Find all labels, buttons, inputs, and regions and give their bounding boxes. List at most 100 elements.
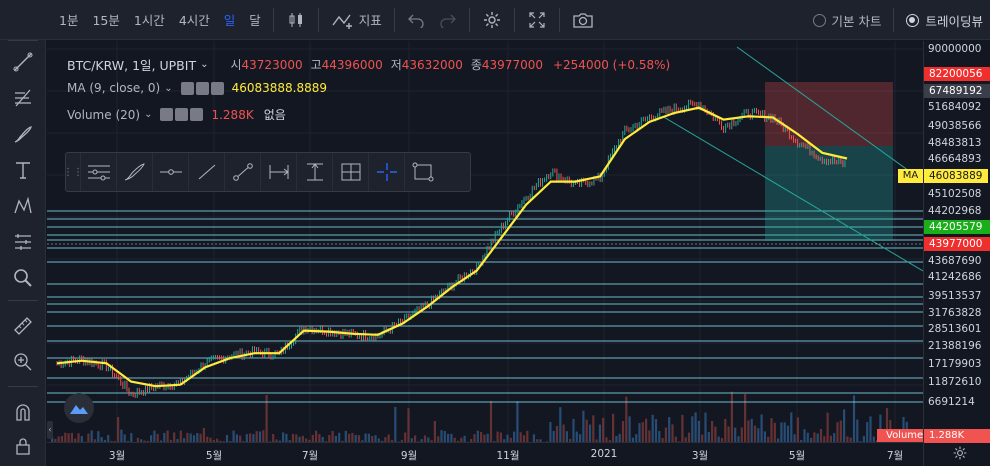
volume-bar [833, 433, 836, 442]
mode-tradingview[interactable]: 트레이딩뷰 [899, 0, 990, 40]
axis-settings-button[interactable] [952, 445, 968, 464]
trend-line-icon[interactable] [7, 46, 39, 78]
price-label: 31763828 [928, 307, 982, 319]
volume-bar [661, 437, 664, 442]
volume-title[interactable]: Volume (20) [67, 107, 141, 122]
undo-button[interactable] [400, 0, 432, 40]
brush-tool-button[interactable] [116, 153, 152, 191]
price-chart[interactable]: BTC/KRW, 1일, UPBIT ⌄ 시 43723000 고 44396000… [47, 41, 924, 442]
volume-bar [173, 432, 176, 442]
change-value: +254000 (+0.58%) [552, 57, 671, 72]
volume-bar [555, 425, 559, 442]
price-label: 45102508 [928, 188, 982, 200]
volume-bar [668, 417, 671, 442]
settings-button[interactable] [475, 0, 509, 40]
volume-bar [496, 431, 499, 442]
mode-basic-chart[interactable]: 기본 차트 [806, 0, 889, 40]
volume-bar [678, 441, 681, 442]
volume-bar [885, 408, 889, 442]
symbol-title[interactable]: BTC/KRW, 1일, UPBIT [67, 58, 197, 73]
tradingview-logo[interactable] [64, 393, 94, 423]
volume-bar [635, 434, 638, 442]
candlestick-type-button[interactable] [279, 0, 313, 40]
volume-bar [598, 424, 601, 442]
close-icon[interactable] [190, 108, 204, 121]
horizontal-line-button[interactable] [152, 153, 188, 191]
zoom-in-icon[interactable] [7, 346, 39, 378]
prediction-icon[interactable] [7, 226, 39, 258]
tag-entry-price: 67489192 [924, 84, 990, 98]
ma-title[interactable]: MA (9, close, 0) [67, 81, 161, 95]
interval-1mo[interactable]: 달 [249, 13, 261, 28]
rectangle-button[interactable] [404, 153, 440, 191]
volume-bar [763, 431, 766, 442]
volume-extra: 없음 [263, 108, 286, 122]
date-price-range-icon [341, 163, 360, 181]
brush-icon[interactable] [7, 118, 39, 150]
time-label: 9월 [400, 450, 418, 462]
scroll-left-handle[interactable]: ‹ [47, 421, 53, 439]
interval-4h[interactable]: 4시간 [178, 13, 210, 28]
volume-bar [786, 425, 790, 442]
volume-bar [767, 436, 770, 442]
gear-icon[interactable] [195, 81, 209, 95]
text-icon[interactable] [7, 154, 39, 186]
zoom-search-icon[interactable] [7, 262, 39, 294]
volume-bar [103, 439, 106, 442]
chevron-down-icon[interactable]: ⌄ [164, 82, 173, 94]
eye-icon[interactable] [180, 81, 194, 95]
tag-last-price: 43977000 [924, 237, 990, 251]
volume-bar [239, 435, 242, 442]
indicators-label: 지표 [358, 13, 382, 28]
drag-handle-icon[interactable]: ⋮⋮ [63, 166, 83, 178]
volume-bar [575, 431, 578, 442]
price-axis[interactable]: 90000000 82200056 67489192 51684092 4903… [923, 41, 990, 466]
date-price-range-button[interactable] [332, 153, 368, 191]
volume-bar [470, 439, 473, 442]
date-range-button[interactable] [260, 153, 296, 191]
volume-bar [384, 437, 387, 442]
price-range-button[interactable] [296, 153, 332, 191]
volume-bar [516, 401, 519, 442]
magnet-icon[interactable] [7, 396, 39, 428]
volume-bar [483, 434, 486, 442]
ray-button[interactable] [224, 153, 260, 191]
volume-bar [565, 431, 568, 442]
volume-bar [852, 395, 856, 442]
close-icon[interactable] [210, 81, 224, 95]
chevron-down-icon[interactable]: ⌄ [200, 59, 209, 70]
pattern-icon[interactable] [7, 190, 39, 222]
volume-bar [760, 414, 763, 442]
volume-bar [453, 437, 456, 442]
volume-bar [872, 436, 875, 442]
interval-1h[interactable]: 1시간 [133, 13, 165, 28]
volume-bar [753, 425, 757, 442]
open-label: 시 [230, 58, 242, 72]
gear-icon[interactable] [175, 108, 189, 121]
interval-15m[interactable]: 15분 [92, 13, 120, 28]
volume-bar [823, 436, 826, 442]
volume-bar [800, 440, 803, 442]
fib-tools-icon[interactable] [7, 82, 39, 114]
ruler-icon[interactable] [7, 310, 39, 342]
eye-icon[interactable] [160, 108, 174, 121]
volume-bar [282, 432, 285, 442]
trend-line-button[interactable] [188, 153, 224, 191]
fullscreen-button[interactable] [520, 0, 554, 40]
redo-button[interactable] [432, 0, 464, 40]
volume-bar [691, 416, 694, 442]
time-label: 11월 [496, 450, 520, 462]
chevron-down-icon[interactable]: ⌄ [144, 109, 153, 120]
interval-1m[interactable]: 1분 [59, 13, 79, 28]
volume-bar [608, 440, 611, 442]
screenshot-button[interactable] [565, 0, 601, 40]
volume-bar [60, 436, 64, 442]
indicators-button[interactable]: 지표 [324, 0, 389, 40]
crosshair-button[interactable] [368, 153, 404, 191]
horizontal-ray-button[interactable] [80, 153, 116, 191]
volume-bar [262, 430, 265, 442]
volume-bar [773, 422, 776, 442]
interval-1d[interactable]: 일 [223, 13, 236, 28]
time-axis[interactable]: 3월 5월 7월 9월 11월 2021 3월 5월 7월 [47, 442, 923, 466]
lock-drawings-icon[interactable] [7, 430, 39, 462]
